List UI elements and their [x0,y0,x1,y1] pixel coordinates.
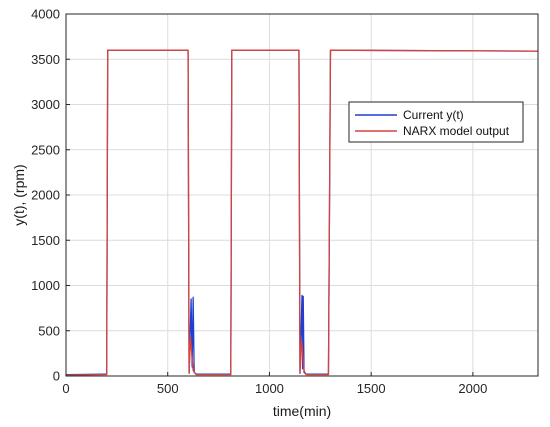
tick-labels: 0 500 1000 1500 2000 0 500 1000 1500 2000 2500 3000… [31,7,487,397]
x-tick-label: 1000 [255,381,284,396]
legend-label-narx: NARX model output [403,124,510,138]
y-tick-label: 2000 [31,188,60,203]
y-tick-label: 500 [38,323,60,338]
x-tick-label: 500 [157,381,179,396]
legend: Current y(t) NARX model output [348,101,524,143]
y-tick-label: 3500 [31,52,60,67]
y-tick-label: 3000 [31,97,60,112]
y-tick-label: 2500 [31,142,60,157]
y-tick-label: 0 [53,369,60,384]
data-series [65,49,539,376]
y-tick-label: 4000 [31,7,60,22]
y-tick-label: 1500 [31,233,60,248]
series-line-narx [65,49,539,376]
y-tick-label: 1000 [31,278,60,293]
x-tick-label: 1500 [357,381,386,396]
x-axis-label: time(min) [273,403,331,419]
x-tick-label: 0 [62,381,69,396]
legend-box [348,101,524,143]
x-tick-label: 2000 [458,381,487,396]
legend-label-current: Current y(t) [403,108,464,122]
y-axis-label: y(t), (rpm) [11,164,27,225]
